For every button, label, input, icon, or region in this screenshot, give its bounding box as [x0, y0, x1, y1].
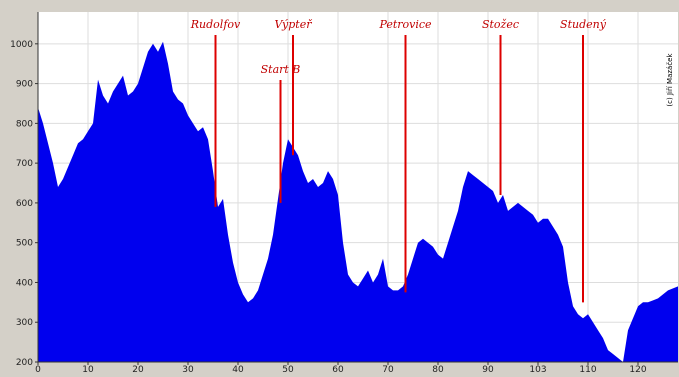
x-tick-label: 70 [382, 365, 394, 373]
x-tick-label: 120 [629, 365, 646, 373]
y-tick-label: 800 [16, 119, 33, 129]
x-tick-label: 40 [232, 365, 244, 373]
x-tick-label: 103 [529, 365, 546, 373]
y-tick-label: 1000 [10, 40, 33, 50]
y-tick-label: 300 [16, 318, 33, 328]
x-tick-label: 90 [482, 365, 494, 373]
x-tick-label: 60 [332, 365, 344, 373]
x-tick-label: 30 [182, 365, 194, 373]
y-tick-label: 500 [16, 239, 33, 249]
annotation-label: Start B [261, 63, 301, 76]
y-tick-label: 900 [16, 80, 33, 90]
x-tick-label: 80 [432, 365, 444, 373]
credit: (c) Jiří Mazáček [666, 53, 674, 107]
annotations: Rudolfov Start B Výpteř Petrovice Stožec Stud… [190, 18, 607, 303]
annotation-label: Stožec [482, 18, 519, 31]
x-tick-label: 0 [35, 365, 41, 373]
x-tick-label: 110 [579, 365, 596, 373]
y-tick-label: 400 [16, 278, 33, 288]
x-axis: 0 10 20 30 40 50 60 70 80 90 103 110 120 [35, 361, 678, 375]
y-tick-label: 600 [16, 199, 33, 209]
x-tick-label: 10 [82, 365, 94, 373]
x-tick-label: 20 [132, 365, 144, 373]
elevation-area [38, 41, 678, 363]
annotation-label: Petrovice [378, 18, 432, 31]
y-axis: 200 300 400 500 600 700 800 900 1000 [10, 12, 39, 368]
y-tick-label: 700 [16, 159, 33, 169]
x-tick-label: 50 [282, 365, 294, 373]
annotation-label: Výpteř [275, 18, 313, 31]
annotation-label: Rudolfov [190, 18, 241, 31]
y-tick-label: 200 [16, 358, 33, 368]
annotation-label: Studený [560, 18, 607, 31]
